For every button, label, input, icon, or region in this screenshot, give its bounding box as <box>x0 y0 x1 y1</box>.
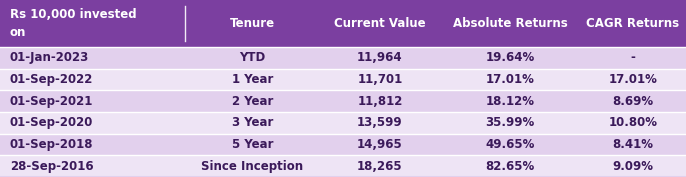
Bar <box>580 90 686 112</box>
Text: 01-Sep-2020: 01-Sep-2020 <box>10 116 93 129</box>
Bar <box>320 90 440 112</box>
Bar <box>185 112 320 134</box>
Text: YTD: YTD <box>239 51 265 64</box>
Bar <box>440 0 580 47</box>
Bar <box>320 134 440 155</box>
Text: 19.64%: 19.64% <box>486 51 534 64</box>
Text: 8.41%: 8.41% <box>613 138 654 151</box>
Text: 13,599: 13,599 <box>357 116 403 129</box>
Bar <box>0 112 185 134</box>
Bar <box>320 155 440 177</box>
Bar <box>440 134 580 155</box>
Bar <box>185 69 320 90</box>
Text: 01-Sep-2021: 01-Sep-2021 <box>10 95 93 108</box>
Bar <box>0 69 185 90</box>
Bar <box>185 134 320 155</box>
Bar <box>185 90 320 112</box>
Text: 11,812: 11,812 <box>357 95 403 108</box>
Text: 5 Year: 5 Year <box>232 138 273 151</box>
Text: 10.80%: 10.80% <box>608 116 657 129</box>
Bar <box>580 134 686 155</box>
Text: 11,701: 11,701 <box>357 73 403 86</box>
Text: 3 Year: 3 Year <box>232 116 273 129</box>
Bar <box>185 155 320 177</box>
Text: 18,265: 18,265 <box>357 160 403 173</box>
Text: Since Inception: Since Inception <box>202 160 304 173</box>
Bar <box>440 112 580 134</box>
Bar <box>580 69 686 90</box>
Text: Tenure: Tenure <box>230 17 275 30</box>
Text: -: - <box>630 51 635 64</box>
Bar <box>185 47 320 69</box>
Text: 35.99%: 35.99% <box>486 116 534 129</box>
Text: 28-Sep-2016: 28-Sep-2016 <box>10 160 93 173</box>
Text: 17.01%: 17.01% <box>486 73 534 86</box>
Text: CAGR Returns: CAGR Returns <box>587 17 680 30</box>
Text: 01-Sep-2018: 01-Sep-2018 <box>10 138 93 151</box>
Bar <box>320 47 440 69</box>
Bar <box>0 0 185 47</box>
Bar <box>580 155 686 177</box>
Text: 49.65%: 49.65% <box>485 138 534 151</box>
Text: 01-Sep-2022: 01-Sep-2022 <box>10 73 93 86</box>
Text: 01-Jan-2023: 01-Jan-2023 <box>10 51 89 64</box>
Text: Current Value: Current Value <box>334 17 426 30</box>
Bar <box>580 47 686 69</box>
Text: Absolute Returns: Absolute Returns <box>453 17 567 30</box>
Text: 17.01%: 17.01% <box>608 73 657 86</box>
Bar <box>440 69 580 90</box>
Text: 11,964: 11,964 <box>357 51 403 64</box>
Bar <box>0 90 185 112</box>
Text: 1 Year: 1 Year <box>232 73 273 86</box>
Bar <box>440 90 580 112</box>
Text: 9.09%: 9.09% <box>613 160 654 173</box>
Text: 18.12%: 18.12% <box>486 95 534 108</box>
Bar <box>580 0 686 47</box>
Bar <box>185 0 320 47</box>
Text: 2 Year: 2 Year <box>232 95 273 108</box>
Bar <box>0 134 185 155</box>
Bar <box>440 47 580 69</box>
Text: 14,965: 14,965 <box>357 138 403 151</box>
Bar <box>320 0 440 47</box>
Text: 8.69%: 8.69% <box>613 95 654 108</box>
Bar <box>440 155 580 177</box>
Bar <box>320 69 440 90</box>
Bar <box>320 112 440 134</box>
Bar <box>0 155 185 177</box>
Text: 82.65%: 82.65% <box>486 160 534 173</box>
Bar <box>580 112 686 134</box>
Bar <box>0 47 185 69</box>
Text: Rs 10,000 invested
on: Rs 10,000 invested on <box>10 8 137 39</box>
